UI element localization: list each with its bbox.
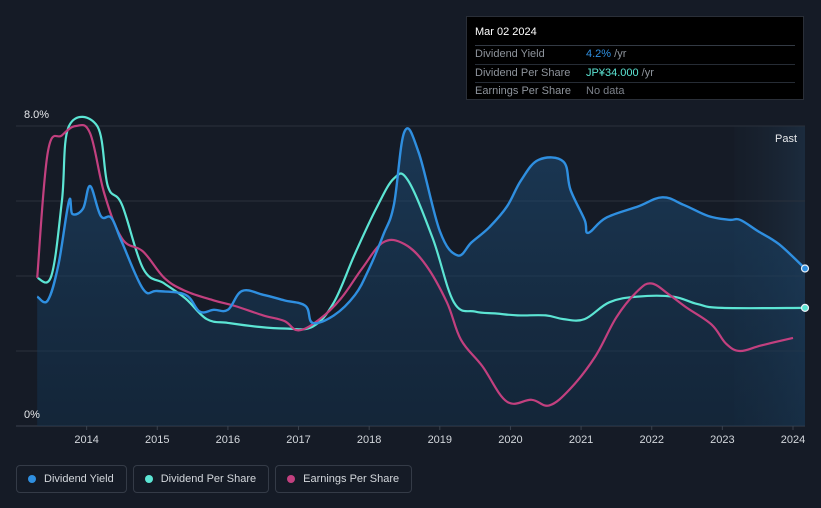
- tooltip-row-dividend-per-share: Dividend Per Share JP¥34.000 /yr: [475, 65, 795, 83]
- yield-end-marker: [800, 264, 810, 273]
- earnings-per-share-line[interactable]: [36, 123, 794, 407]
- y-tick-label: 8.0%: [24, 109, 49, 121]
- x-tick-label: 2017: [286, 434, 310, 446]
- dividend-per-share-line[interactable]: [36, 115, 806, 331]
- chart-legend: Dividend Yield Dividend Per Share Earnin…: [16, 465, 413, 493]
- dps-end-marker: [800, 303, 810, 312]
- x-tick-label: 2021: [569, 434, 593, 446]
- x-tick-label: 2014: [74, 434, 98, 446]
- legend-label: Dividend Yield: [44, 473, 114, 485]
- x-tick-label: 2018: [357, 434, 381, 446]
- tooltip-row-dividend-yield: Dividend Yield 4.2% /yr: [475, 46, 795, 65]
- past-label: Past: [775, 133, 797, 145]
- tooltip-label: Earnings Per Share: [475, 85, 571, 97]
- tooltip-date: Mar 02 2024: [475, 23, 795, 46]
- x-tick-label: 2019: [428, 434, 452, 446]
- tooltip-value: No data: [586, 85, 625, 97]
- legend-item-dividend-per-share[interactable]: Dividend Per Share: [132, 465, 270, 493]
- tooltip-value: 4.2% /yr: [586, 48, 627, 60]
- legend-label: Earnings Per Share: [303, 473, 400, 485]
- legend-dot-icon: [28, 475, 36, 483]
- legend-label: Dividend Per Share: [160, 473, 257, 485]
- legend-dot-icon: [287, 475, 296, 483]
- x-tick-label: 2015: [145, 434, 169, 446]
- x-tick-label: 2022: [639, 434, 663, 446]
- tooltip-value: JP¥34.000 /yr: [586, 66, 654, 79]
- dividend-yield-line[interactable]: [36, 127, 806, 325]
- dividend-yield-area: [37, 128, 805, 427]
- legend-item-earnings-per-share[interactable]: Earnings Per Share: [275, 465, 413, 493]
- tooltip-label: Dividend Yield: [475, 48, 545, 60]
- x-tick-label: 2020: [498, 434, 522, 446]
- tooltip-row-earnings-per-share: Earnings Per Share No data: [475, 83, 795, 101]
- legend-dot-icon: [144, 475, 153, 483]
- tooltip-label: Dividend Per Share: [475, 66, 571, 79]
- x-tick-label: 2016: [216, 434, 240, 446]
- x-tick-label: 2023: [710, 434, 734, 446]
- data-tooltip: Mar 02 2024 Dividend Yield 4.2% /yr Divi…: [466, 16, 804, 100]
- y-tick-label: 0%: [24, 409, 40, 421]
- legend-item-dividend-yield[interactable]: Dividend Yield: [16, 465, 127, 493]
- x-tick-label: 2024: [781, 434, 805, 446]
